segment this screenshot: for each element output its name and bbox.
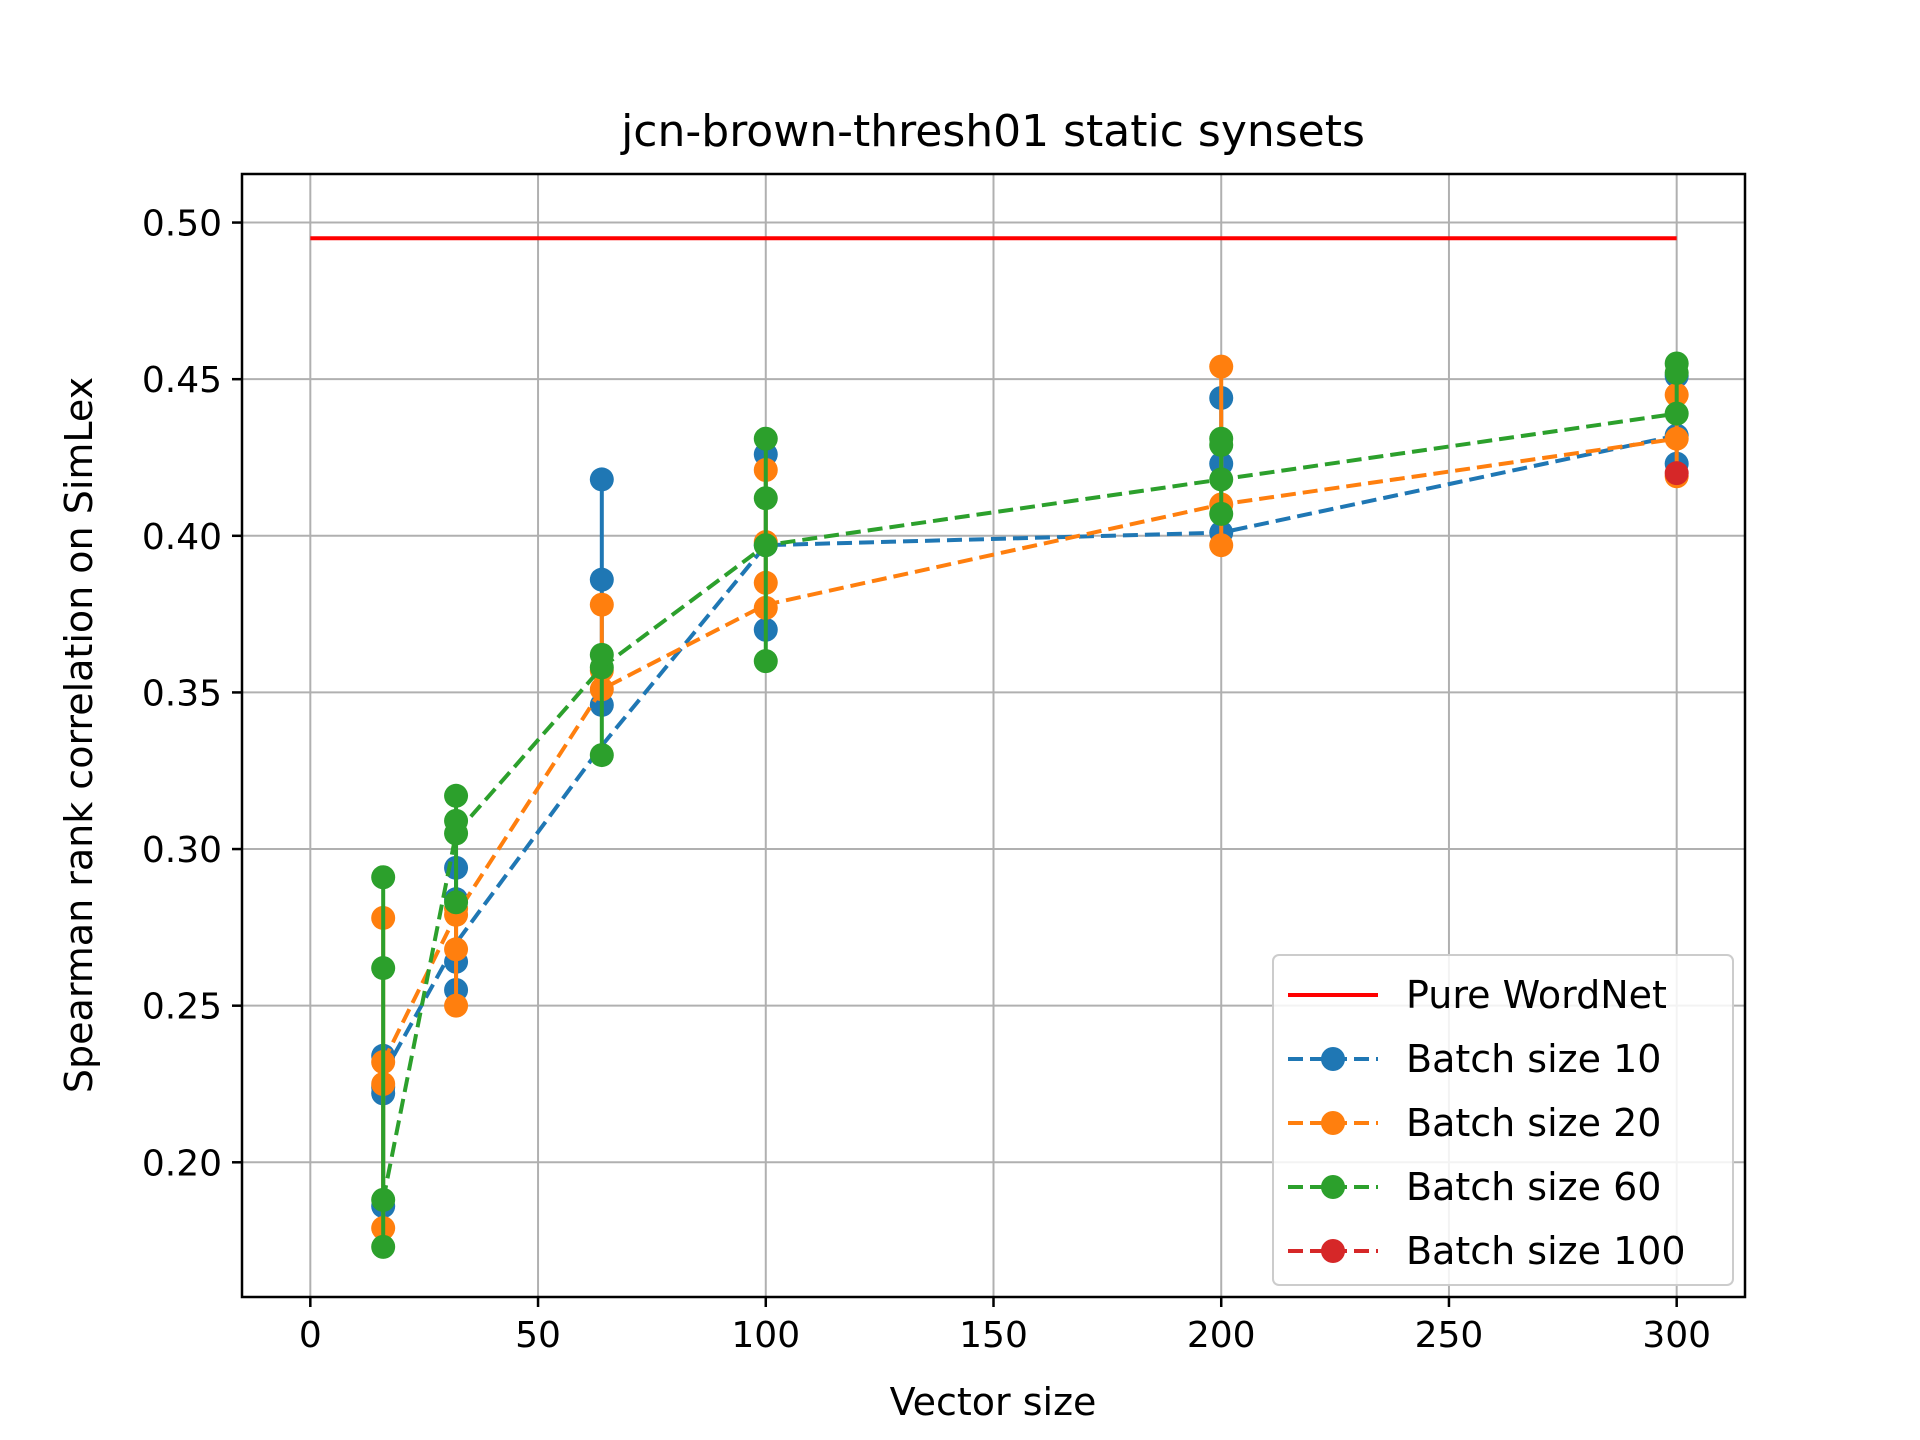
data-point [753,486,778,511]
y-axis: 0.20 0.25 0.30 0.35 0.40 0.45 0.50 [142,204,242,1184]
x-tick-label: 100 [731,1315,800,1356]
data-point [1664,401,1689,426]
data-point [371,956,396,981]
y-tick-label: 0.35 [142,673,222,714]
x-tick-label: 50 [515,1315,561,1356]
legend-box [1272,954,1734,1286]
legend-label: Pure WordNet [1406,973,1667,1017]
data-point [1664,426,1689,451]
data-point [753,426,778,451]
x-tick-label: 200 [1187,1315,1256,1356]
legend-label: Batch size 100 [1406,1229,1686,1273]
data-point [1664,461,1689,486]
data-point [1209,501,1234,526]
data-point [1209,354,1234,379]
data-point [371,865,396,890]
series-line [381,436,1677,1063]
data-point [753,533,778,558]
legend-label: Batch size 20 [1406,1101,1661,1145]
x-tick-label: 150 [959,1315,1028,1356]
data-point [1664,351,1689,376]
data-point [1209,426,1234,451]
data-point [1209,467,1234,492]
legend-label: Batch size 10 [1406,1037,1661,1081]
data-point [371,1234,396,1259]
y-tick-label: 0.40 [142,517,222,558]
data-point [444,890,469,915]
x-tick-label: 300 [1642,1315,1711,1356]
legend-label: Batch size 60 [1406,1165,1661,1209]
y-tick-label: 0.25 [142,987,222,1028]
legend-marker [1321,1047,1345,1071]
x-tick-label: 0 [299,1315,322,1356]
data-point [444,993,469,1018]
y-tick-label: 0.20 [142,1143,222,1184]
series-4 [1664,461,1689,486]
data-point [753,649,778,674]
data-point [444,783,469,808]
legend: Pure WordNet Batch size 10 Batch size 20 Ba… [1272,954,1734,1286]
series-line [381,411,1677,1201]
data-point [589,467,614,492]
y-tick-label: 0.50 [142,204,222,245]
grid [242,174,1745,1297]
data-point [589,592,614,617]
data-point [371,1187,396,1212]
legend-marker [1321,1239,1345,1263]
legend-marker [1321,1175,1345,1199]
data-point [444,937,469,962]
legend-marker [1321,1111,1345,1135]
y-tick-label: 0.45 [142,360,222,401]
series-3 [371,351,1689,1259]
x-axis: 0 50 100 150 200 250 300 [299,1297,1711,1356]
data-point [589,567,614,592]
chart-title: jcn-brown-thresh01 static synsets [620,106,1365,157]
data-point [589,642,614,667]
y-axis-title: Spearman rank correlation on SimLex [57,377,101,1093]
data-point [444,808,469,833]
series-layer [310,236,1689,1259]
y-tick-label: 0.30 [142,830,222,871]
data-point [1209,533,1234,558]
x-axis-title: Vector size [890,1380,1097,1424]
x-tick-label: 250 [1415,1315,1484,1356]
data-point [589,743,614,768]
